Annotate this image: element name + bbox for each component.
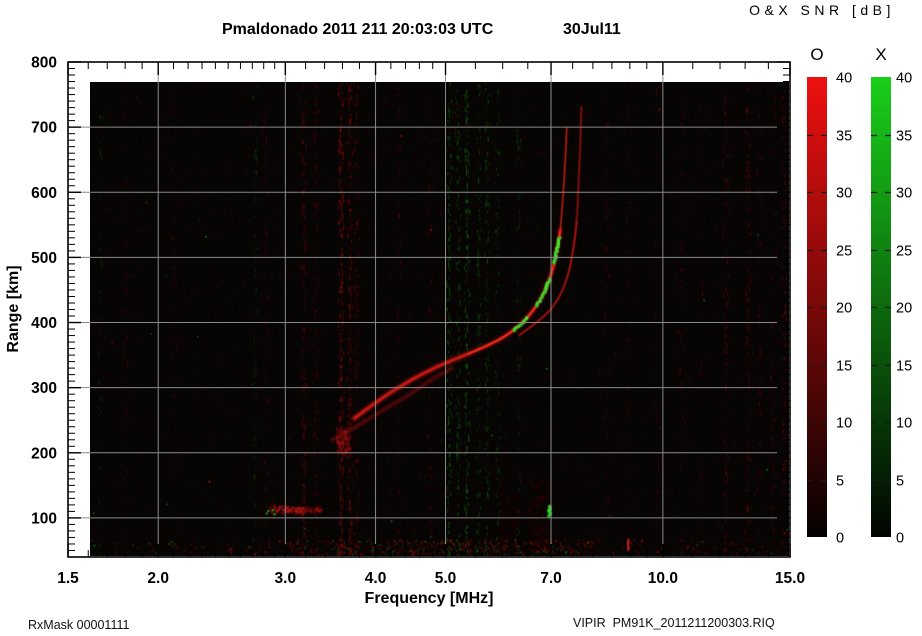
svg-text:10: 10 <box>896 416 912 432</box>
svg-text:7.0: 7.0 <box>540 570 562 587</box>
footer-rxmask: RxMask 00001111 <box>28 618 130 632</box>
svg-text:35: 35 <box>896 129 912 145</box>
plot-title: Pmaldonado 2011 211 20:03:03 UTC <box>222 21 494 38</box>
svg-text:4.0: 4.0 <box>365 570 387 587</box>
x-axis-label: Frequency [MHz] <box>364 590 494 607</box>
svg-text:100: 100 <box>31 510 57 527</box>
svg-text:800: 800 <box>31 55 57 72</box>
colorbar-o <box>807 77 827 537</box>
svg-text:15: 15 <box>896 359 912 375</box>
svg-text:200: 200 <box>31 445 57 462</box>
svg-text:700: 700 <box>31 120 57 137</box>
svg-text:30: 30 <box>836 186 852 202</box>
svg-text:25: 25 <box>836 244 852 260</box>
svg-text:600: 600 <box>31 185 57 202</box>
svg-text:3.0: 3.0 <box>275 570 297 587</box>
svg-text:25: 25 <box>896 244 912 260</box>
colorbar-o-label: O <box>810 45 824 64</box>
svg-text:0: 0 <box>836 531 844 547</box>
svg-text:40: 40 <box>836 71 852 87</box>
svg-text:5.0: 5.0 <box>435 570 457 587</box>
svg-text:2.0: 2.0 <box>147 570 169 587</box>
colorbar-title: O&X SNR [dB] <box>749 2 895 18</box>
colorbar-x <box>871 77 891 537</box>
svg-text:0: 0 <box>896 531 904 547</box>
svg-text:35: 35 <box>836 129 852 145</box>
ionogram-data-canvas <box>90 82 789 556</box>
svg-text:5: 5 <box>836 474 844 490</box>
svg-text:10: 10 <box>836 416 852 432</box>
svg-text:15.0: 15.0 <box>775 570 805 587</box>
svg-text:20: 20 <box>836 301 852 317</box>
svg-text:30: 30 <box>896 186 912 202</box>
svg-text:40: 40 <box>896 71 912 87</box>
plot-date: 30Jul11 <box>563 21 621 38</box>
svg-text:300: 300 <box>31 380 57 397</box>
y-axis-label: Range [km] <box>5 265 22 353</box>
svg-text:15: 15 <box>836 359 852 375</box>
svg-text:400: 400 <box>31 315 57 332</box>
svg-text:1.5: 1.5 <box>57 570 79 587</box>
colorbar-x-label: X <box>875 45 887 64</box>
svg-text:10.0: 10.0 <box>648 570 678 587</box>
svg-text:20: 20 <box>896 301 912 317</box>
footer-filename: VIPIR PM91K_2011211200303.RIQ <box>573 616 775 630</box>
svg-text:5: 5 <box>896 474 904 490</box>
svg-text:500: 500 <box>31 250 57 267</box>
